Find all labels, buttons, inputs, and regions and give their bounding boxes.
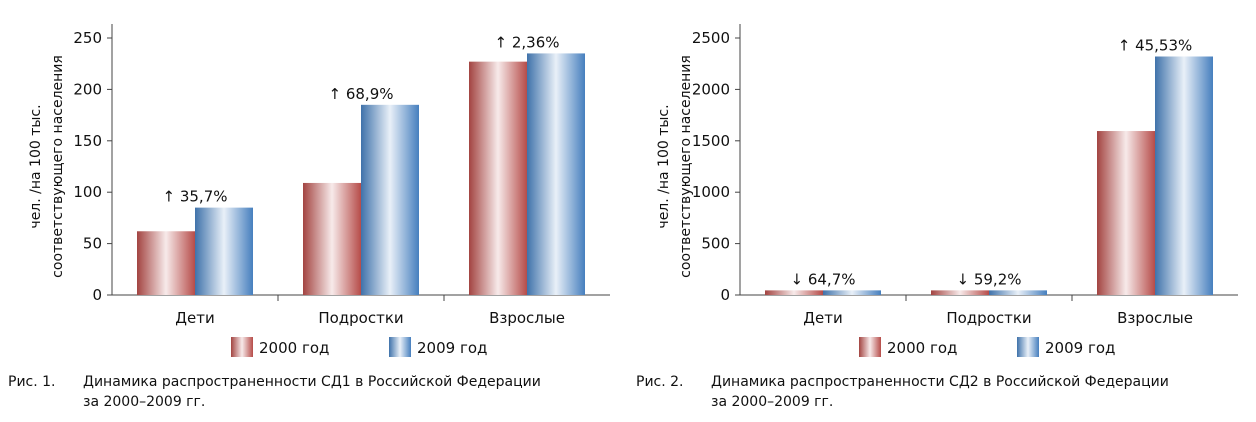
bar-2009-0 (195, 207, 253, 295)
bar-2000-2 (469, 61, 527, 296)
legend-label: 2000 год (259, 339, 329, 357)
bar-2000-1 (931, 290, 989, 295)
bar-2000-2 (1097, 131, 1155, 295)
x-tick-label: Дети (175, 309, 214, 327)
legend-swatch (389, 337, 411, 357)
change-annotation: ↓ 64,7% (791, 270, 856, 288)
caption-line-1: Динамика распространенности СД1 в Россий… (83, 374, 541, 390)
y-tick-label: 1000 (692, 183, 730, 201)
x-tick-label: Взрослые (1117, 309, 1193, 327)
x-tick-label: Подростки (318, 309, 403, 327)
bar-2009-2 (1155, 56, 1213, 296)
y-tick-label: 1500 (692, 132, 730, 150)
bar-2000-0 (765, 290, 823, 295)
y-tick-label: 2000 (692, 80, 730, 98)
bar-2000-1 (303, 182, 361, 295)
bar-chart-sd1: чел. /на 100 тыс. соответствующего населе… (28, 24, 610, 327)
figure-caption: Рис. 1. Динамика распространенности СД1 в… (8, 372, 541, 412)
legend: 2000 год 2009 год (231, 337, 487, 357)
y-tick-label: 200 (73, 80, 102, 98)
change-annotation: ↓ 59,2% (957, 270, 1022, 288)
x-tick-label: Подростки (946, 309, 1031, 327)
legend-swatch (859, 337, 881, 357)
change-annotation: ↑ 68,9% (329, 85, 394, 103)
y-tick-label: 2500 (692, 29, 730, 47)
legend: 2000 год 2009 год (859, 337, 1115, 357)
figure-number: Рис. 2. (636, 374, 684, 390)
y-tick-label: 0 (92, 286, 102, 304)
figure-caption: Рис. 2. Динамика распространенности СД2 в… (636, 372, 1169, 412)
legend-label: 2009 год (417, 339, 487, 357)
x-tick-label: Дети (803, 309, 842, 327)
y-tick-label: 250 (73, 29, 102, 47)
bar-2009-0 (823, 290, 881, 295)
legend-swatch (1017, 337, 1039, 357)
bar-chart-sd2: чел. /на 100 тыс. соответствующего населе… (656, 24, 1238, 327)
y-tick-label: 100 (73, 183, 102, 201)
bar-2009-1 (989, 290, 1047, 295)
x-tick-label: Взрослые (489, 309, 565, 327)
caption-line-2: за 2000–2009 гг. (83, 394, 206, 410)
y-tick-label: 500 (701, 235, 730, 253)
bar-2000-0 (137, 231, 195, 295)
chart-panel-sd2: чел. /на 100 тыс. соответствующего населе… (628, 0, 1256, 422)
y-axis-title-line: чел. /на 100 тыс. (28, 104, 44, 228)
y-axis-title-line: соответствующего населения (50, 55, 66, 278)
change-annotation: ↑ 2,36% (495, 33, 560, 51)
y-axis-title-line: чел. /на 100 тыс. (656, 104, 672, 228)
y-tick-label: 0 (720, 286, 730, 304)
y-tick-label: 150 (73, 132, 102, 150)
legend-label: 2000 год (887, 339, 957, 357)
figure-number: Рис. 1. (8, 374, 56, 390)
caption-line-2: за 2000–2009 гг. (711, 394, 834, 410)
bar-2009-1 (361, 104, 419, 295)
legend-label: 2009 год (1045, 339, 1115, 357)
chart-panel-sd1: чел. /на 100 тыс. соответствующего населе… (8, 24, 610, 412)
y-axis-title-line: соответствующего населения (678, 55, 694, 278)
caption-line-1: Динамика распространенности СД2 в Россий… (711, 374, 1169, 390)
change-annotation: ↑ 35,7% (163, 188, 228, 206)
y-tick-label: 50 (83, 235, 102, 253)
legend-swatch (231, 337, 253, 357)
bar-2009-2 (527, 53, 585, 295)
change-annotation: ↑ 45,53% (1118, 37, 1193, 55)
